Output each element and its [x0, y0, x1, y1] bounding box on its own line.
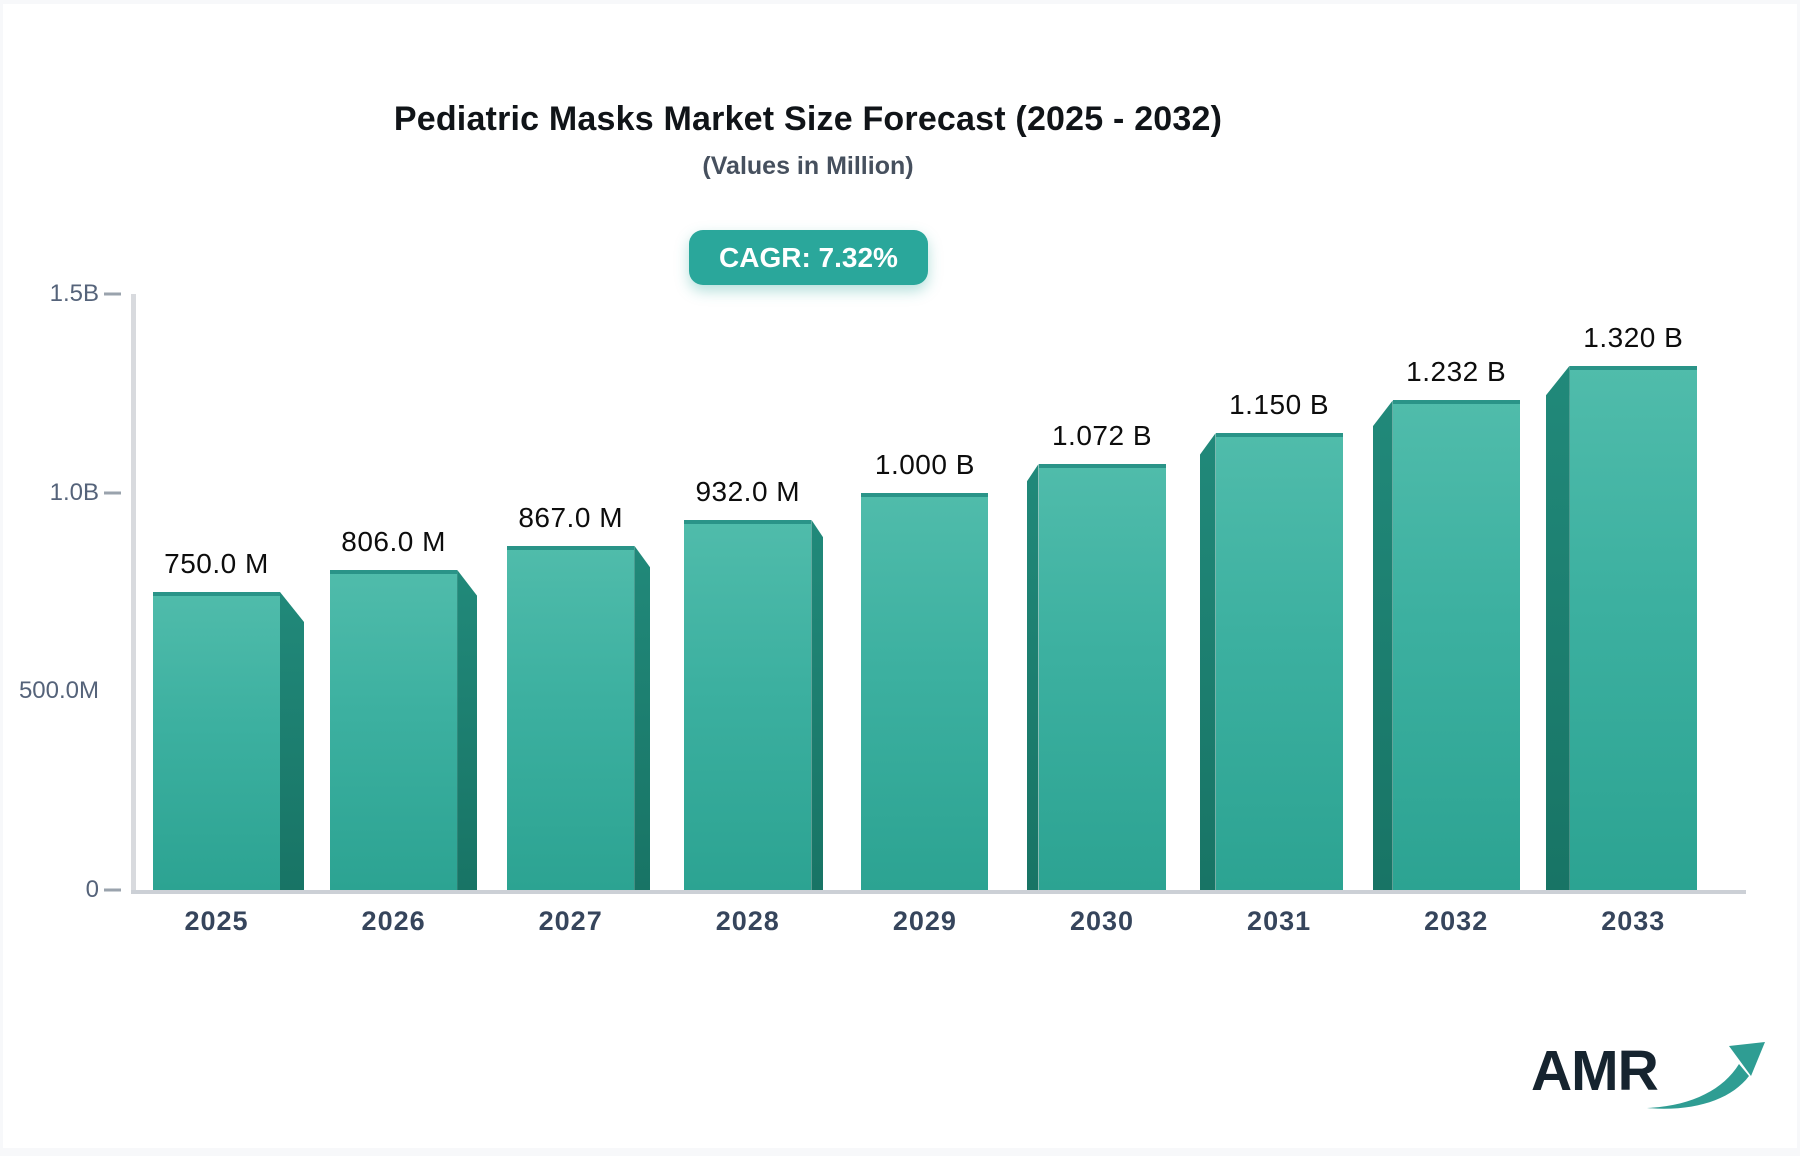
- x-axis-label-2026: 2026: [361, 906, 426, 936]
- y-tick-label: 1.5B: [49, 280, 99, 307]
- bar-top-edge: [861, 492, 989, 497]
- bar-top-edge: [330, 569, 458, 574]
- x-axis-label-2032: 2032: [1424, 906, 1489, 936]
- amr-logo: AMR: [1531, 1038, 1765, 1118]
- bar-top-edge: [1038, 464, 1166, 469]
- y-tick-mark: [104, 888, 121, 892]
- bar-value-label: 806.0 M: [341, 525, 446, 557]
- x-axis-label-2028: 2028: [715, 906, 780, 936]
- y-tick-mark: [104, 292, 121, 296]
- bar-top-edge: [1215, 433, 1343, 438]
- bar-value-label: 750.0 M: [164, 548, 269, 579]
- chart-card: Pediatric Masks Market Size Forecast (20…: [3, 4, 1797, 1148]
- bar-2028: [684, 519, 812, 890]
- bar-2029: [861, 492, 989, 890]
- x-axis-label-2025: 2025: [184, 906, 249, 936]
- cagr-badge: CAGR: 7.32%: [689, 230, 928, 285]
- bar-3d-side: [457, 569, 478, 890]
- bar-top-edge: [684, 519, 812, 524]
- bar-top-edge: [1392, 400, 1520, 405]
- bar-2026: [330, 569, 458, 890]
- x-axis-label-2029: 2029: [892, 906, 957, 936]
- bar-3d-side: [1199, 433, 1216, 890]
- bar-value-label: 1.232 B: [1406, 356, 1507, 388]
- chart-subtitle: (Values in Million): [702, 152, 914, 180]
- bar-top-edge: [507, 545, 635, 550]
- bar-2031: [1215, 433, 1343, 890]
- y-axis-line: [131, 294, 136, 894]
- bar-2033: [1569, 365, 1697, 890]
- bar-value-label: 1.000 B: [874, 448, 975, 480]
- bar-2025: [153, 592, 280, 890]
- amr-logo-text: AMR: [1531, 1039, 1659, 1103]
- x-axis-label-2033: 2033: [1601, 906, 1666, 936]
- bar-top-edge: [1569, 365, 1697, 370]
- bar-2030: [1038, 464, 1166, 890]
- bar-value-label: 1.320 B: [1583, 321, 1684, 353]
- bar-value-label: 932.0 M: [695, 475, 801, 507]
- x-axis-label-2031: 2031: [1247, 906, 1312, 936]
- y-tick-label: 1.0B: [49, 478, 99, 506]
- bar-3d-side: [1372, 400, 1393, 890]
- y-tick-label: 0: [85, 876, 99, 903]
- bar-3d-side: [1026, 464, 1039, 890]
- bar-3d-side: [811, 519, 824, 890]
- bar-2027: [507, 545, 635, 890]
- x-axis-label-2030: 2030: [1069, 906, 1135, 936]
- x-axis-baseline: [131, 890, 1746, 894]
- bar-3d-side: [1545, 365, 1570, 890]
- y-tick-label: 500.0M: [18, 677, 99, 705]
- bar-3d-side: [280, 592, 304, 890]
- y-tick-mark: [104, 491, 121, 495]
- bar-3d-side: [634, 545, 651, 890]
- bar-value-label: 1.072 B: [1051, 420, 1153, 452]
- chart-title: Pediatric Masks Market Size Forecast (20…: [393, 100, 1223, 138]
- bar-2032: [1392, 400, 1520, 890]
- bar-top-edge: [153, 592, 280, 596]
- x-axis-label-2027: 2027: [538, 906, 603, 936]
- growth-arrow-icon: [1647, 1042, 1765, 1109]
- bar-value-label: 867.0 M: [518, 501, 624, 533]
- bar-value-label: 1.150 B: [1229, 389, 1330, 421]
